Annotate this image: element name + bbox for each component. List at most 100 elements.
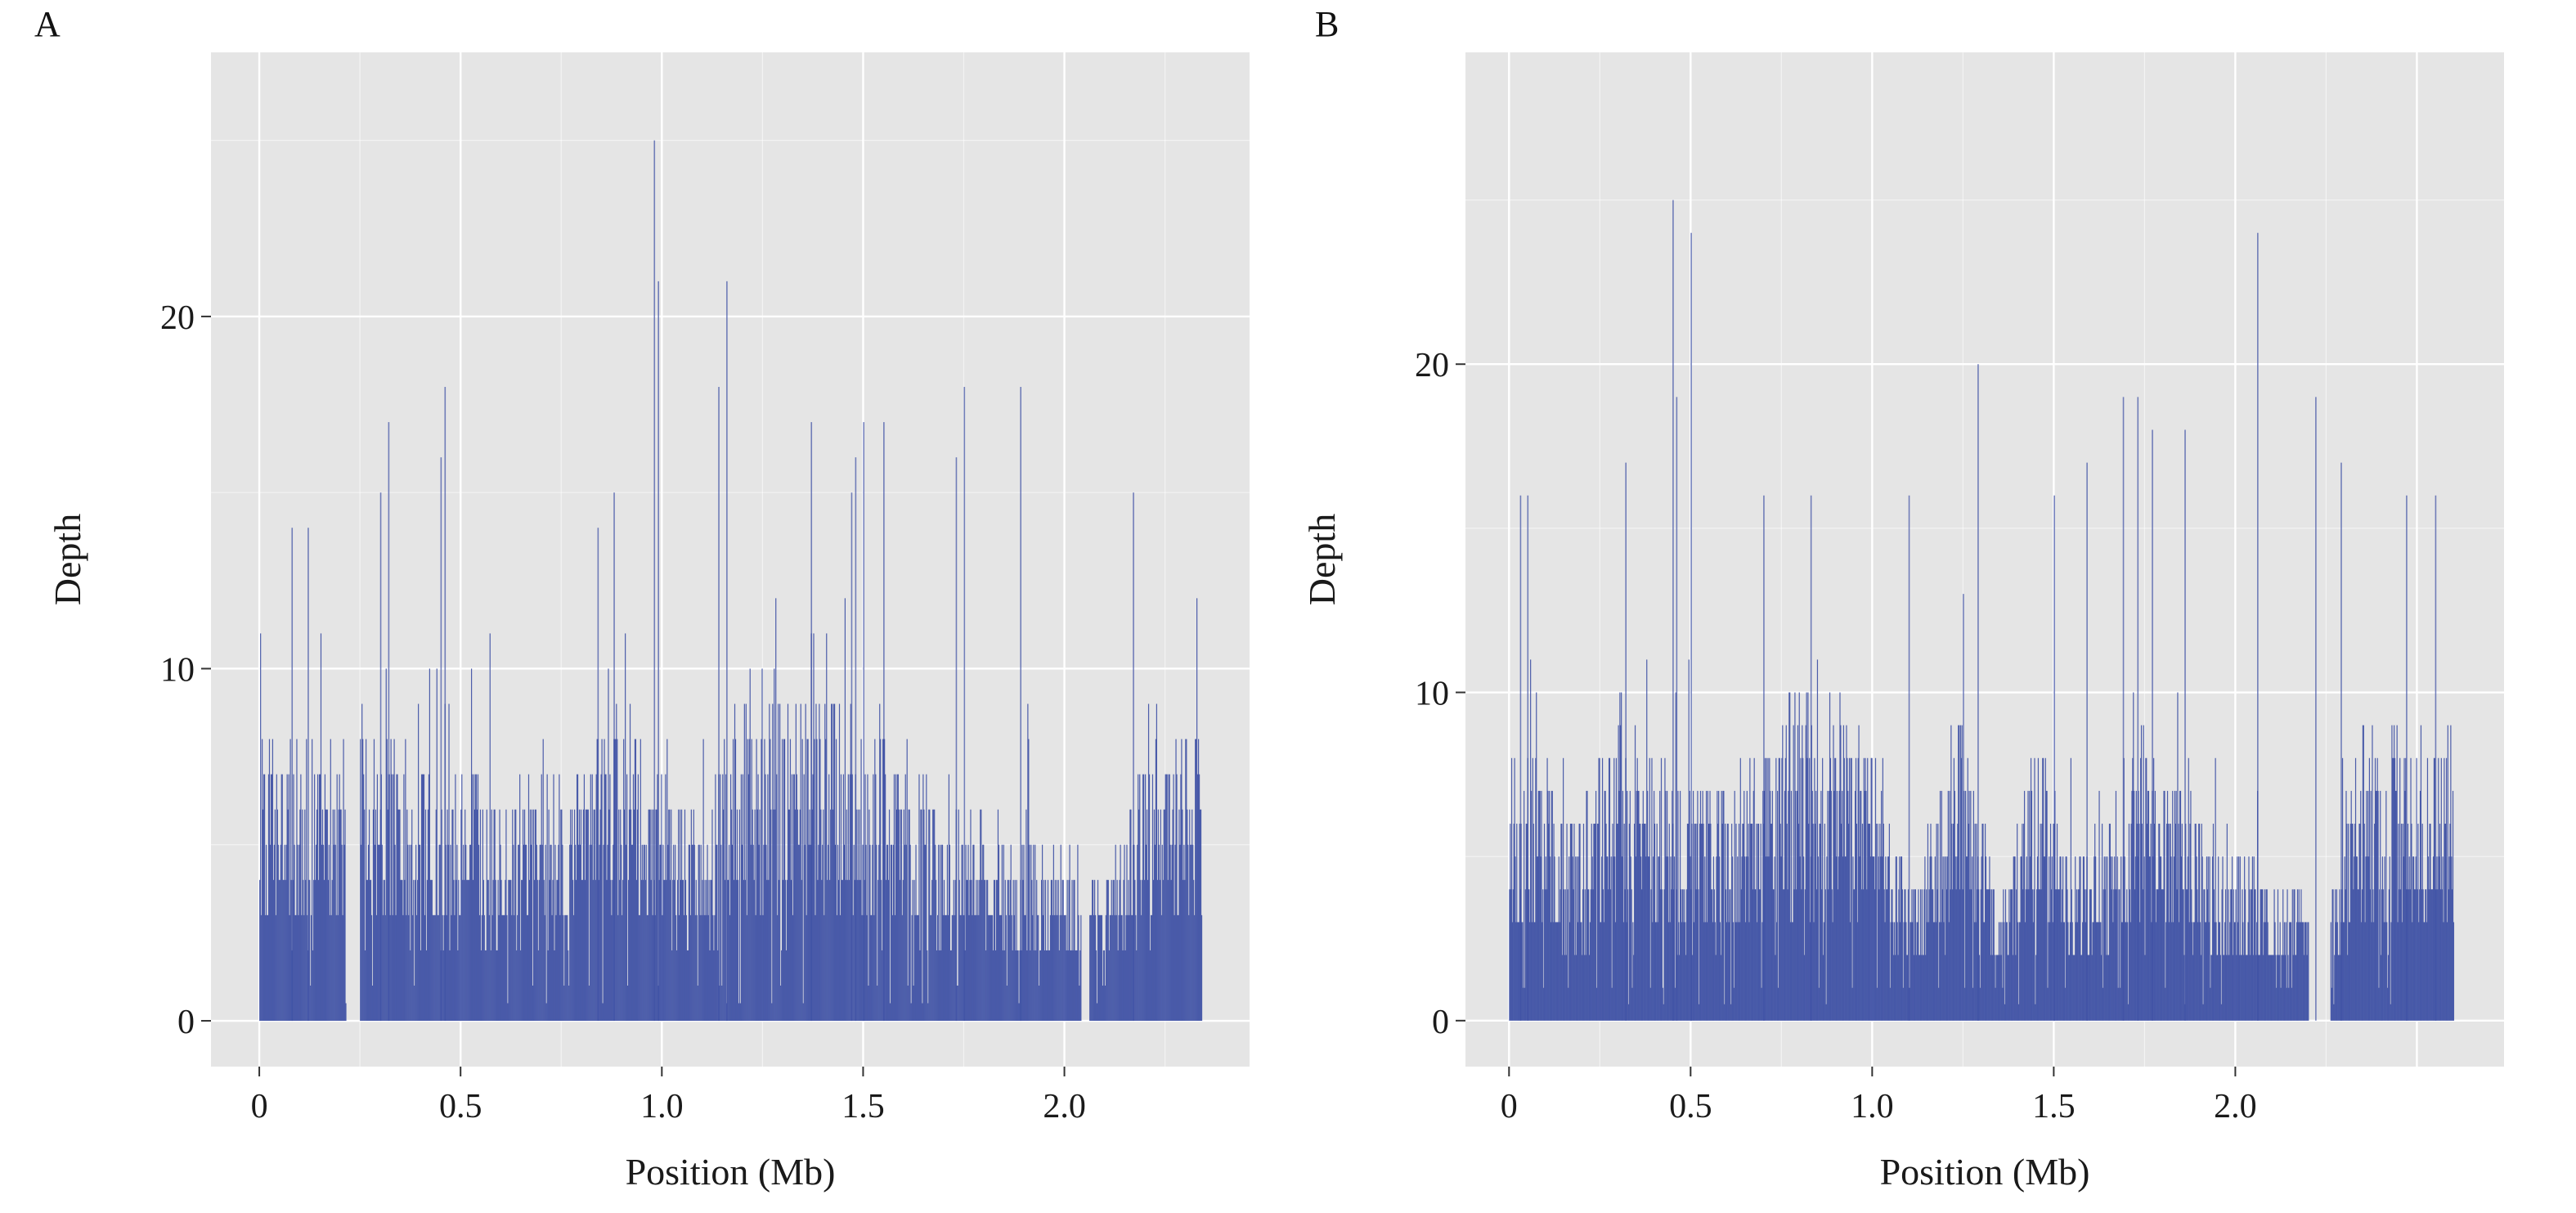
depth-bar	[1936, 889, 1938, 1021]
depth-bar	[330, 914, 332, 1022]
depth-bar	[1741, 856, 1743, 1021]
depth-bar	[344, 809, 346, 1022]
depth-bar	[1072, 950, 1074, 1022]
depth-bar	[2019, 922, 2021, 1021]
depth-bar	[1883, 889, 1885, 1021]
depth-bar	[922, 774, 924, 1022]
depth-bar	[2234, 922, 2236, 1021]
depth-bar	[305, 879, 307, 1022]
depth-bar	[2291, 889, 2293, 1021]
depth-bar	[702, 739, 704, 1022]
depth-bar	[2069, 955, 2071, 1021]
depth-bar	[1023, 844, 1025, 1022]
depth-bar	[2275, 955, 2277, 1021]
x-tick-label: 0	[251, 1088, 268, 1125]
depth-bar	[298, 844, 300, 1022]
depth-bar	[503, 914, 505, 1022]
depth-bar	[1876, 987, 1878, 1021]
depth-bar	[501, 914, 503, 1022]
depth-bar	[2248, 856, 2250, 1021]
depth-bar	[1012, 879, 1014, 1022]
depth-bar	[1144, 879, 1146, 1022]
depth-bar	[2422, 889, 2424, 1021]
depth-bar	[362, 739, 364, 1022]
depth-bar	[1971, 889, 1972, 1021]
depth-bar	[414, 985, 415, 1022]
x-tick-label: 0.5	[1669, 1088, 1712, 1125]
depth-bar	[735, 879, 738, 1022]
depth-bar	[633, 809, 635, 1022]
depth-bar	[1129, 809, 1131, 1022]
depth-bar	[1652, 922, 1654, 1021]
depth-bar	[2125, 922, 2127, 1021]
depth-bar	[1914, 889, 1916, 1021]
depth-bar	[1797, 824, 1799, 1021]
depth-bar	[773, 809, 774, 1022]
depth-bar	[1581, 922, 1582, 1021]
depth-bar	[2043, 757, 2044, 1021]
depth-bar	[1591, 856, 1593, 1021]
depth-bar	[2163, 790, 2165, 1021]
depth-bar	[2048, 922, 2049, 1021]
depth-bar	[2423, 922, 2425, 1021]
depth-bar	[1845, 856, 1847, 1021]
depth-bar	[2049, 922, 2051, 1021]
depth-bar	[2009, 922, 2011, 1021]
depth-bar	[1177, 914, 1178, 1022]
depth-bar	[2113, 889, 2115, 1021]
depth-bar	[1919, 955, 1921, 1021]
depth-bar	[715, 774, 716, 1022]
depth-bar	[2351, 824, 2353, 1021]
depth-bar	[1981, 824, 1983, 1021]
depth-bar	[2294, 889, 2296, 1021]
depth-bar	[2386, 922, 2388, 1021]
depth-bar	[566, 914, 568, 1022]
depth-bar	[933, 809, 935, 1022]
depth-bar	[1999, 922, 2001, 1021]
depth-bar	[691, 844, 693, 1022]
depth-bar	[1170, 879, 1172, 1022]
depth-bar	[1721, 790, 1722, 1021]
depth-bar	[809, 809, 810, 1022]
depth-bar	[764, 739, 765, 1022]
depth-bar	[2028, 889, 2030, 1021]
depth-bar	[790, 879, 792, 1022]
depth-bar	[267, 914, 269, 1022]
depth-bar	[1137, 844, 1138, 1022]
depth-bar	[1739, 757, 1741, 1021]
depth-bar	[2222, 856, 2224, 1021]
depth-bar	[919, 950, 921, 1022]
depth-bar	[757, 774, 759, 1022]
depth-bar	[2119, 889, 2120, 1021]
depth-bar	[2158, 824, 2160, 1021]
depth-bar	[1138, 809, 1140, 1022]
depth-bar	[2174, 790, 2175, 1021]
depth-bar	[2017, 922, 2019, 1021]
depth-bar	[892, 844, 895, 1022]
depth-bar	[693, 844, 695, 1022]
depth-bar	[2266, 889, 2268, 1021]
depth-bar	[920, 809, 922, 1022]
depth-bar	[665, 774, 666, 1022]
depth-bar	[1851, 987, 1853, 1021]
depth-bar	[645, 844, 647, 1022]
depth-bar	[478, 844, 480, 1022]
depth-bar	[945, 914, 948, 1022]
depth-bar	[1937, 824, 1939, 1021]
depth-peak-bar	[444, 387, 447, 1022]
depth-bar	[2372, 889, 2374, 1021]
depth-bar	[1146, 844, 1147, 1022]
depth-bar	[2264, 889, 2266, 1021]
depth-bar	[1886, 889, 1887, 1021]
depth-bar	[1677, 790, 1679, 1021]
depth-bar	[297, 844, 298, 1022]
depth-bar	[314, 774, 316, 1022]
depth-bar	[1113, 879, 1115, 1022]
depth-bar	[1704, 856, 1706, 1021]
depth-bar	[684, 879, 687, 1022]
depth-bar	[1718, 856, 1721, 1021]
depth-bar	[1197, 774, 1199, 1022]
y-axis-title: Depth	[47, 514, 88, 605]
depth-bar	[917, 914, 918, 1022]
depth-bar	[788, 809, 790, 1022]
